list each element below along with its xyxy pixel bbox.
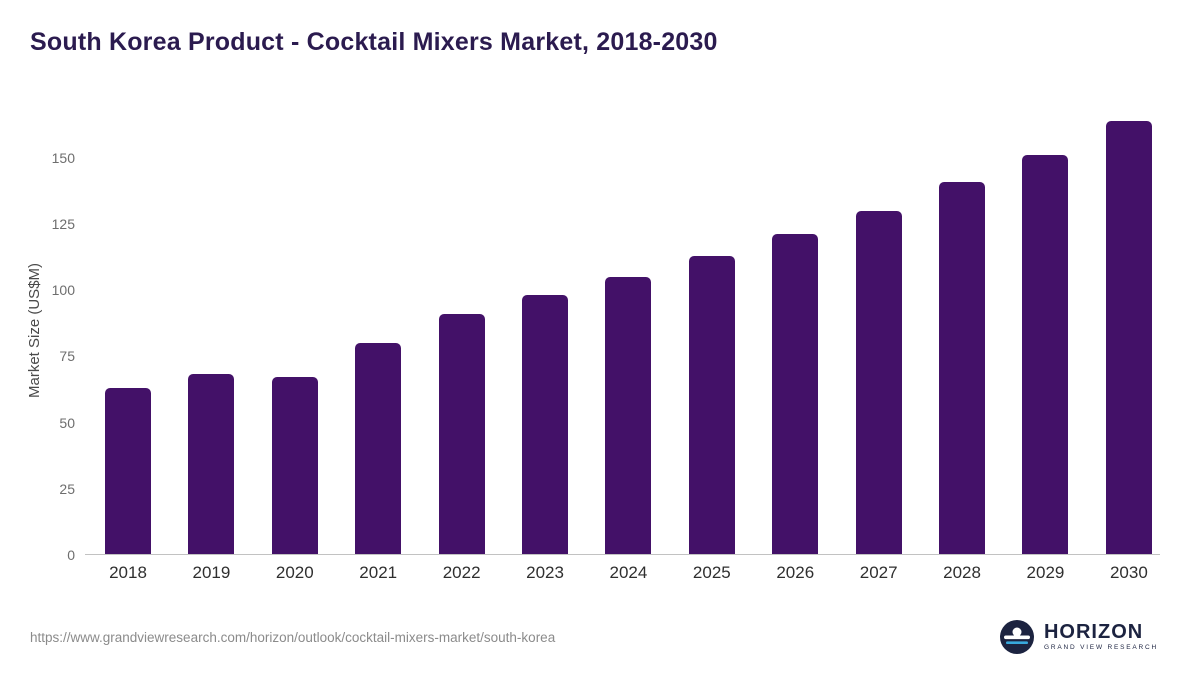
bar-2029 <box>1022 155 1069 554</box>
y-axis-title: Market Size (US$M) <box>26 262 43 398</box>
x-axis-label: 2029 <box>1026 563 1065 582</box>
x-axis-label: 2030 <box>1109 563 1148 582</box>
horizon-logo: HORIZON GRAND VIEW RESEARCH <box>999 619 1158 655</box>
bar-2019 <box>188 374 235 554</box>
plot-area <box>85 105 1160 555</box>
footer: https://www.grandviewresearch.com/horizo… <box>30 619 1158 655</box>
horizon-logo-icon <box>999 620 1034 654</box>
logo-subtitle: GRAND VIEW RESEARCH <box>1043 644 1158 652</box>
x-axis-label: 2018 <box>109 563 147 582</box>
bar-2025 <box>688 255 735 554</box>
bar-2027 <box>855 210 902 554</box>
x-axis-label: 2026 <box>776 563 815 582</box>
bar-2028 <box>939 181 986 554</box>
x-axis-label: 2023 <box>526 563 564 582</box>
bar-2021 <box>355 342 402 554</box>
x-axis-label: 2019 <box>192 563 231 582</box>
y-tick-label: 75 <box>59 348 75 365</box>
bar-2026 <box>772 234 819 554</box>
plot-column: 2018 2019 2020 2021 2022 2023 2024 2025 2026 2027… <box>85 105 1160 585</box>
y-tick-label: 125 <box>51 216 75 233</box>
source-url: https://www.grandviewresearch.com/horizo… <box>30 629 556 645</box>
y-tick-label: 50 <box>59 414 75 431</box>
y-tick-label: 100 <box>51 282 75 299</box>
y-tick-label: 150 <box>51 149 75 166</box>
x-axis-label: 2022 <box>442 563 481 582</box>
chart-title: South Korea Product - Cocktail Mixers Ma… <box>30 28 718 56</box>
y-tick-label: 0 <box>67 547 75 563</box>
x-axis-labels: 2018 2019 2020 2021 2022 2023 2024 2025 2026 2027… <box>85 555 1160 583</box>
y-tick-label: 25 <box>59 480 75 497</box>
bar-2020 <box>271 377 318 554</box>
x-axis-label: 2021 <box>359 563 398 582</box>
bar-2030 <box>1105 120 1152 554</box>
x-axis-label: 2024 <box>609 563 648 582</box>
bar-2023 <box>522 295 569 554</box>
x-axis-label: 2028 <box>943 563 981 582</box>
x-axis-label: 2020 <box>275 563 314 582</box>
logo-text: HORIZON GRAND VIEW RESEARCH <box>1044 622 1158 652</box>
bar-2024 <box>605 276 652 554</box>
y-axis-ticks: 0 25 50 75 100 125 150 <box>45 105 85 562</box>
logo-name: HORIZON <box>1043 621 1144 644</box>
bar-chart: Market Size (US$M) 0 25 50 75 100 125 150 2018… <box>26 105 1160 585</box>
bar-2018 <box>105 387 151 554</box>
bar-2022 <box>438 313 485 554</box>
x-axis-label: 2025 <box>692 563 731 582</box>
x-axis-label: 2027 <box>859 563 898 582</box>
